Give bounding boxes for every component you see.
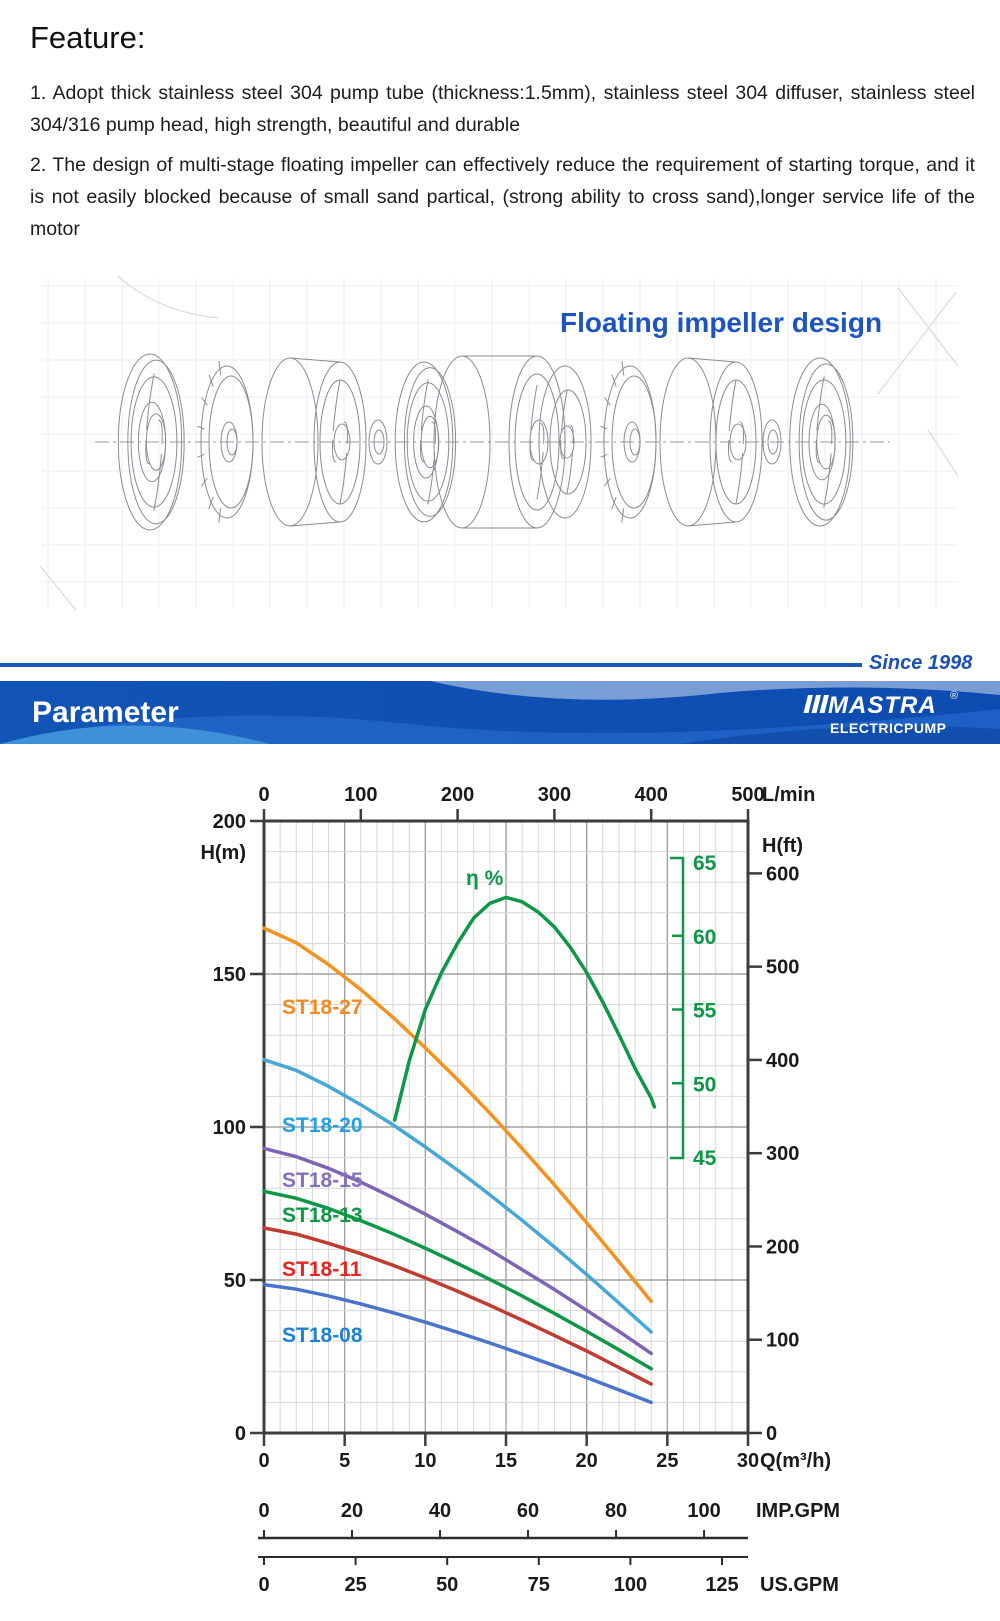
series-curve-ST18-08 (262, 1282, 653, 1405)
imp-axis-unit: IMP.GPM (756, 1500, 840, 1522)
bottom-tick-label: 15 (495, 1450, 517, 1472)
feature-item-2: 2. The design of multi-stage floating im… (30, 154, 975, 240)
banner-wave-decoration (0, 681, 1000, 744)
brand-subtitle: ELECTRICPUMP (830, 720, 946, 736)
brand-slashes-icon (803, 695, 830, 713)
series-label-ST18-11: ST18-11 (282, 1258, 362, 1281)
right-tick-label: 300 (766, 1143, 799, 1165)
efficiency-axis: 65 60 55 50 45 (670, 852, 717, 1170)
bottom-tick-label: 0 (258, 1450, 269, 1472)
efficiency-tick-label: 45 (693, 1147, 717, 1170)
right-tick-label: 500 (766, 957, 799, 979)
efficiency-curve (392, 895, 657, 1122)
right-tick-label: 400 (766, 1050, 799, 1072)
right-tick-label: 0 (766, 1423, 777, 1445)
series-ST18-20: ST18-20 (262, 1057, 653, 1334)
cad-construction-lines (39, 275, 959, 611)
bottom-tick-label: 30 (737, 1450, 759, 1472)
series-label-ST18-20: ST18-20 (282, 1114, 363, 1137)
registered-mark-icon: ® (950, 690, 958, 702)
drawing-title: Floating impeller design (560, 307, 882, 338)
left-axis-unit: H(m) (200, 842, 246, 864)
us-gpm-scale: 0 25 50 75 100 125 US.GPM (258, 1556, 839, 1596)
us-axis-unit: US.GPM (760, 1574, 839, 1596)
bottom-tick-label: 10 (414, 1450, 436, 1472)
series-ST18-13: ST18-13 (262, 1189, 653, 1371)
series-ST18-08: ST18-08 (262, 1282, 653, 1405)
imp-gpm-scale: 0 20 40 60 80 100 IMP.GPM (258, 1500, 840, 1540)
series-curve-ST18-15 (262, 1146, 653, 1356)
right-tick-label: 600 (766, 863, 799, 885)
since-rule-line (0, 663, 862, 667)
right-axis-unit: H(ft) (762, 835, 803, 857)
series-ST18-27: ST18-27 (262, 926, 653, 1304)
bottom-tick-label: 25 (656, 1450, 678, 1472)
efficiency-label: η % (466, 867, 504, 890)
series-label-ST18-27: ST18-27 (282, 996, 363, 1019)
efficiency-tick-label: 50 (693, 1073, 716, 1096)
brand-logo: MASTRA ® ELECTRICPUMP (803, 690, 958, 736)
left-tick-label: 0 (235, 1423, 246, 1445)
impeller-parts (95, 353, 890, 531)
right-tick-label: 100 (766, 1330, 799, 1352)
parameter-title: Parameter (32, 696, 179, 729)
efficiency-tick-label: 55 (693, 1000, 717, 1023)
series-curve-ST18-11 (262, 1226, 653, 1386)
feature-title: Feature: (30, 20, 146, 55)
imp-tick-label: 20 (341, 1500, 363, 1522)
imp-tick-label: 80 (605, 1500, 627, 1522)
us-tick-label: 0 (258, 1574, 269, 1596)
impeller-drawing-svg: Floating impeller design (39, 275, 959, 611)
left-tick-label: 50 (224, 1270, 246, 1292)
imp-tick-label: 60 (517, 1500, 539, 1522)
parameter-banner: Parameter MASTRA ® ELECTRICPUMP (0, 681, 1000, 744)
us-tick-label: 125 (705, 1574, 738, 1596)
bottom-tick-label: 5 (339, 1450, 350, 1472)
top-axis-unit: L/min (762, 784, 815, 806)
series-label-ST18-15: ST18-15 (282, 1169, 363, 1192)
impeller-exploded-drawing: Floating impeller design (0, 270, 1000, 615)
top-tick-label: 0 (258, 784, 269, 806)
chart-frame (262, 819, 750, 1435)
series-ST18-11: ST18-11 (262, 1226, 653, 1386)
right-tick-label: 200 (766, 1236, 799, 1258)
efficiency-curve-group: η % (392, 867, 657, 1122)
feature-item-1: 1. Adopt thick stainless steel 304 pump … (30, 82, 975, 136)
efficiency-tick-label: 60 (693, 926, 716, 949)
left-tick-label: 100 (213, 1117, 246, 1139)
bottom-axis-unit: Q(m³/h) (760, 1450, 831, 1472)
brand-name: MASTRA (828, 692, 937, 719)
efficiency-tick-label: 65 (693, 852, 717, 875)
left-tick-label: 150 (213, 964, 246, 986)
bottom-tick-label: 20 (576, 1450, 598, 1472)
left-tick-label: 200 (213, 811, 246, 833)
top-tick-label: 400 (635, 784, 668, 806)
us-tick-label: 100 (614, 1574, 647, 1596)
series-ST18-15: ST18-15 (262, 1146, 653, 1356)
imp-tick-label: 40 (429, 1500, 451, 1522)
series-curve-ST18-27 (262, 926, 653, 1304)
imp-tick-label: 100 (687, 1500, 720, 1522)
pump-performance-chart: 0 100 200 300 400 500 L/min 200 150 100 50 0 H(m) 600… (0, 755, 1000, 1621)
imp-tick-label: 0 (258, 1500, 269, 1522)
series-curve-ST18-13 (262, 1189, 653, 1371)
us-tick-label: 25 (344, 1574, 366, 1596)
series-label-ST18-13: ST18-13 (282, 1204, 363, 1227)
us-tick-label: 75 (528, 1574, 550, 1596)
us-tick-label: 50 (436, 1574, 458, 1596)
top-tick-label: 200 (441, 784, 474, 806)
top-tick-label: 500 (731, 784, 764, 806)
chart-axes: 0 100 200 300 400 500L/min200150100500H(m)600… (200, 784, 831, 1472)
series-curve-ST18-20 (262, 1057, 653, 1334)
top-tick-label: 100 (344, 784, 377, 806)
chart-svg: 0 100 200 300 400 500L/min200150100500H(m)600… (200, 784, 840, 1596)
since-badge: Since 1998 (869, 652, 973, 674)
series-label-ST18-08: ST18-08 (282, 1324, 363, 1347)
top-tick-label: 300 (538, 784, 571, 806)
